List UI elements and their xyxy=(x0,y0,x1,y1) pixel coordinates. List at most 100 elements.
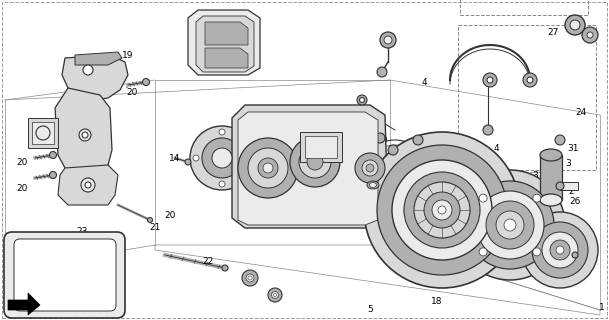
Polygon shape xyxy=(196,16,254,72)
Circle shape xyxy=(476,191,544,259)
Text: 8: 8 xyxy=(432,204,438,212)
Text: 12: 12 xyxy=(236,45,248,54)
Circle shape xyxy=(36,126,50,140)
Text: 25: 25 xyxy=(401,183,413,193)
Text: 31: 31 xyxy=(412,135,424,145)
Bar xyxy=(460,0,588,15)
Polygon shape xyxy=(62,55,128,100)
Circle shape xyxy=(522,212,598,288)
Circle shape xyxy=(246,274,254,282)
Circle shape xyxy=(483,73,497,87)
Text: 16: 16 xyxy=(474,260,486,269)
Text: 28: 28 xyxy=(246,274,258,283)
Circle shape xyxy=(219,181,225,187)
FancyBboxPatch shape xyxy=(14,239,116,311)
Circle shape xyxy=(49,151,57,158)
Circle shape xyxy=(273,293,276,297)
Circle shape xyxy=(556,246,564,254)
Circle shape xyxy=(496,211,524,239)
Text: 9: 9 xyxy=(357,98,363,107)
Text: 5: 5 xyxy=(367,306,373,315)
Text: 12: 12 xyxy=(325,158,336,167)
Circle shape xyxy=(483,125,493,135)
Bar xyxy=(560,182,578,190)
Text: 20: 20 xyxy=(126,87,138,97)
Text: 17: 17 xyxy=(66,298,78,307)
Circle shape xyxy=(455,170,565,280)
Circle shape xyxy=(486,201,534,249)
Circle shape xyxy=(49,172,57,179)
Polygon shape xyxy=(55,88,112,175)
Circle shape xyxy=(190,126,254,190)
Circle shape xyxy=(424,192,460,228)
Circle shape xyxy=(83,65,93,75)
Circle shape xyxy=(555,135,565,145)
Circle shape xyxy=(556,182,564,190)
Circle shape xyxy=(523,73,537,87)
Circle shape xyxy=(290,137,340,187)
Polygon shape xyxy=(75,52,122,65)
Circle shape xyxy=(377,145,507,275)
Circle shape xyxy=(550,240,570,260)
Circle shape xyxy=(533,248,541,256)
Circle shape xyxy=(307,154,323,170)
Circle shape xyxy=(375,133,385,143)
Circle shape xyxy=(366,164,374,172)
Text: 25: 25 xyxy=(401,183,413,193)
Circle shape xyxy=(404,204,416,216)
Circle shape xyxy=(79,129,91,141)
Circle shape xyxy=(587,32,593,38)
Text: 3: 3 xyxy=(532,171,538,180)
Circle shape xyxy=(202,138,242,178)
Circle shape xyxy=(380,180,440,240)
Text: 4: 4 xyxy=(421,77,427,86)
Polygon shape xyxy=(205,48,248,68)
Text: 1: 1 xyxy=(599,303,605,313)
Circle shape xyxy=(258,158,278,178)
Circle shape xyxy=(248,148,288,188)
Circle shape xyxy=(392,160,492,260)
Circle shape xyxy=(466,181,554,269)
Text: 24: 24 xyxy=(576,108,586,116)
Text: 11: 11 xyxy=(204,18,216,27)
Polygon shape xyxy=(28,118,58,148)
Text: 20: 20 xyxy=(16,183,27,193)
Text: 22: 22 xyxy=(202,258,214,267)
Circle shape xyxy=(242,270,258,286)
Circle shape xyxy=(85,182,91,188)
Bar xyxy=(458,25,596,170)
Circle shape xyxy=(357,95,367,105)
Text: 10: 10 xyxy=(567,251,579,260)
Circle shape xyxy=(364,132,520,288)
Text: 6: 6 xyxy=(467,223,473,233)
Circle shape xyxy=(533,194,541,202)
Text: 21: 21 xyxy=(149,223,161,233)
Text: 4: 4 xyxy=(493,143,499,153)
Circle shape xyxy=(438,206,446,214)
Text: 19: 19 xyxy=(122,51,134,60)
Ellipse shape xyxy=(540,149,562,161)
Polygon shape xyxy=(238,112,378,225)
Circle shape xyxy=(299,146,331,178)
Circle shape xyxy=(268,288,282,302)
Circle shape xyxy=(272,292,278,299)
Circle shape xyxy=(570,20,580,30)
Text: 20: 20 xyxy=(16,157,27,166)
Circle shape xyxy=(248,276,252,280)
Circle shape xyxy=(377,67,387,77)
Bar xyxy=(305,136,337,158)
Text: 30: 30 xyxy=(391,146,403,155)
Circle shape xyxy=(487,77,493,83)
Text: 3: 3 xyxy=(565,158,571,167)
Circle shape xyxy=(384,36,392,44)
Ellipse shape xyxy=(370,182,376,188)
Circle shape xyxy=(245,155,251,161)
Polygon shape xyxy=(205,22,248,45)
Circle shape xyxy=(572,252,578,258)
Circle shape xyxy=(479,248,487,256)
Circle shape xyxy=(504,219,516,231)
Text: 27: 27 xyxy=(547,28,558,36)
Text: 15: 15 xyxy=(484,183,496,193)
Text: 31: 31 xyxy=(567,143,579,153)
Text: 29: 29 xyxy=(272,291,283,300)
